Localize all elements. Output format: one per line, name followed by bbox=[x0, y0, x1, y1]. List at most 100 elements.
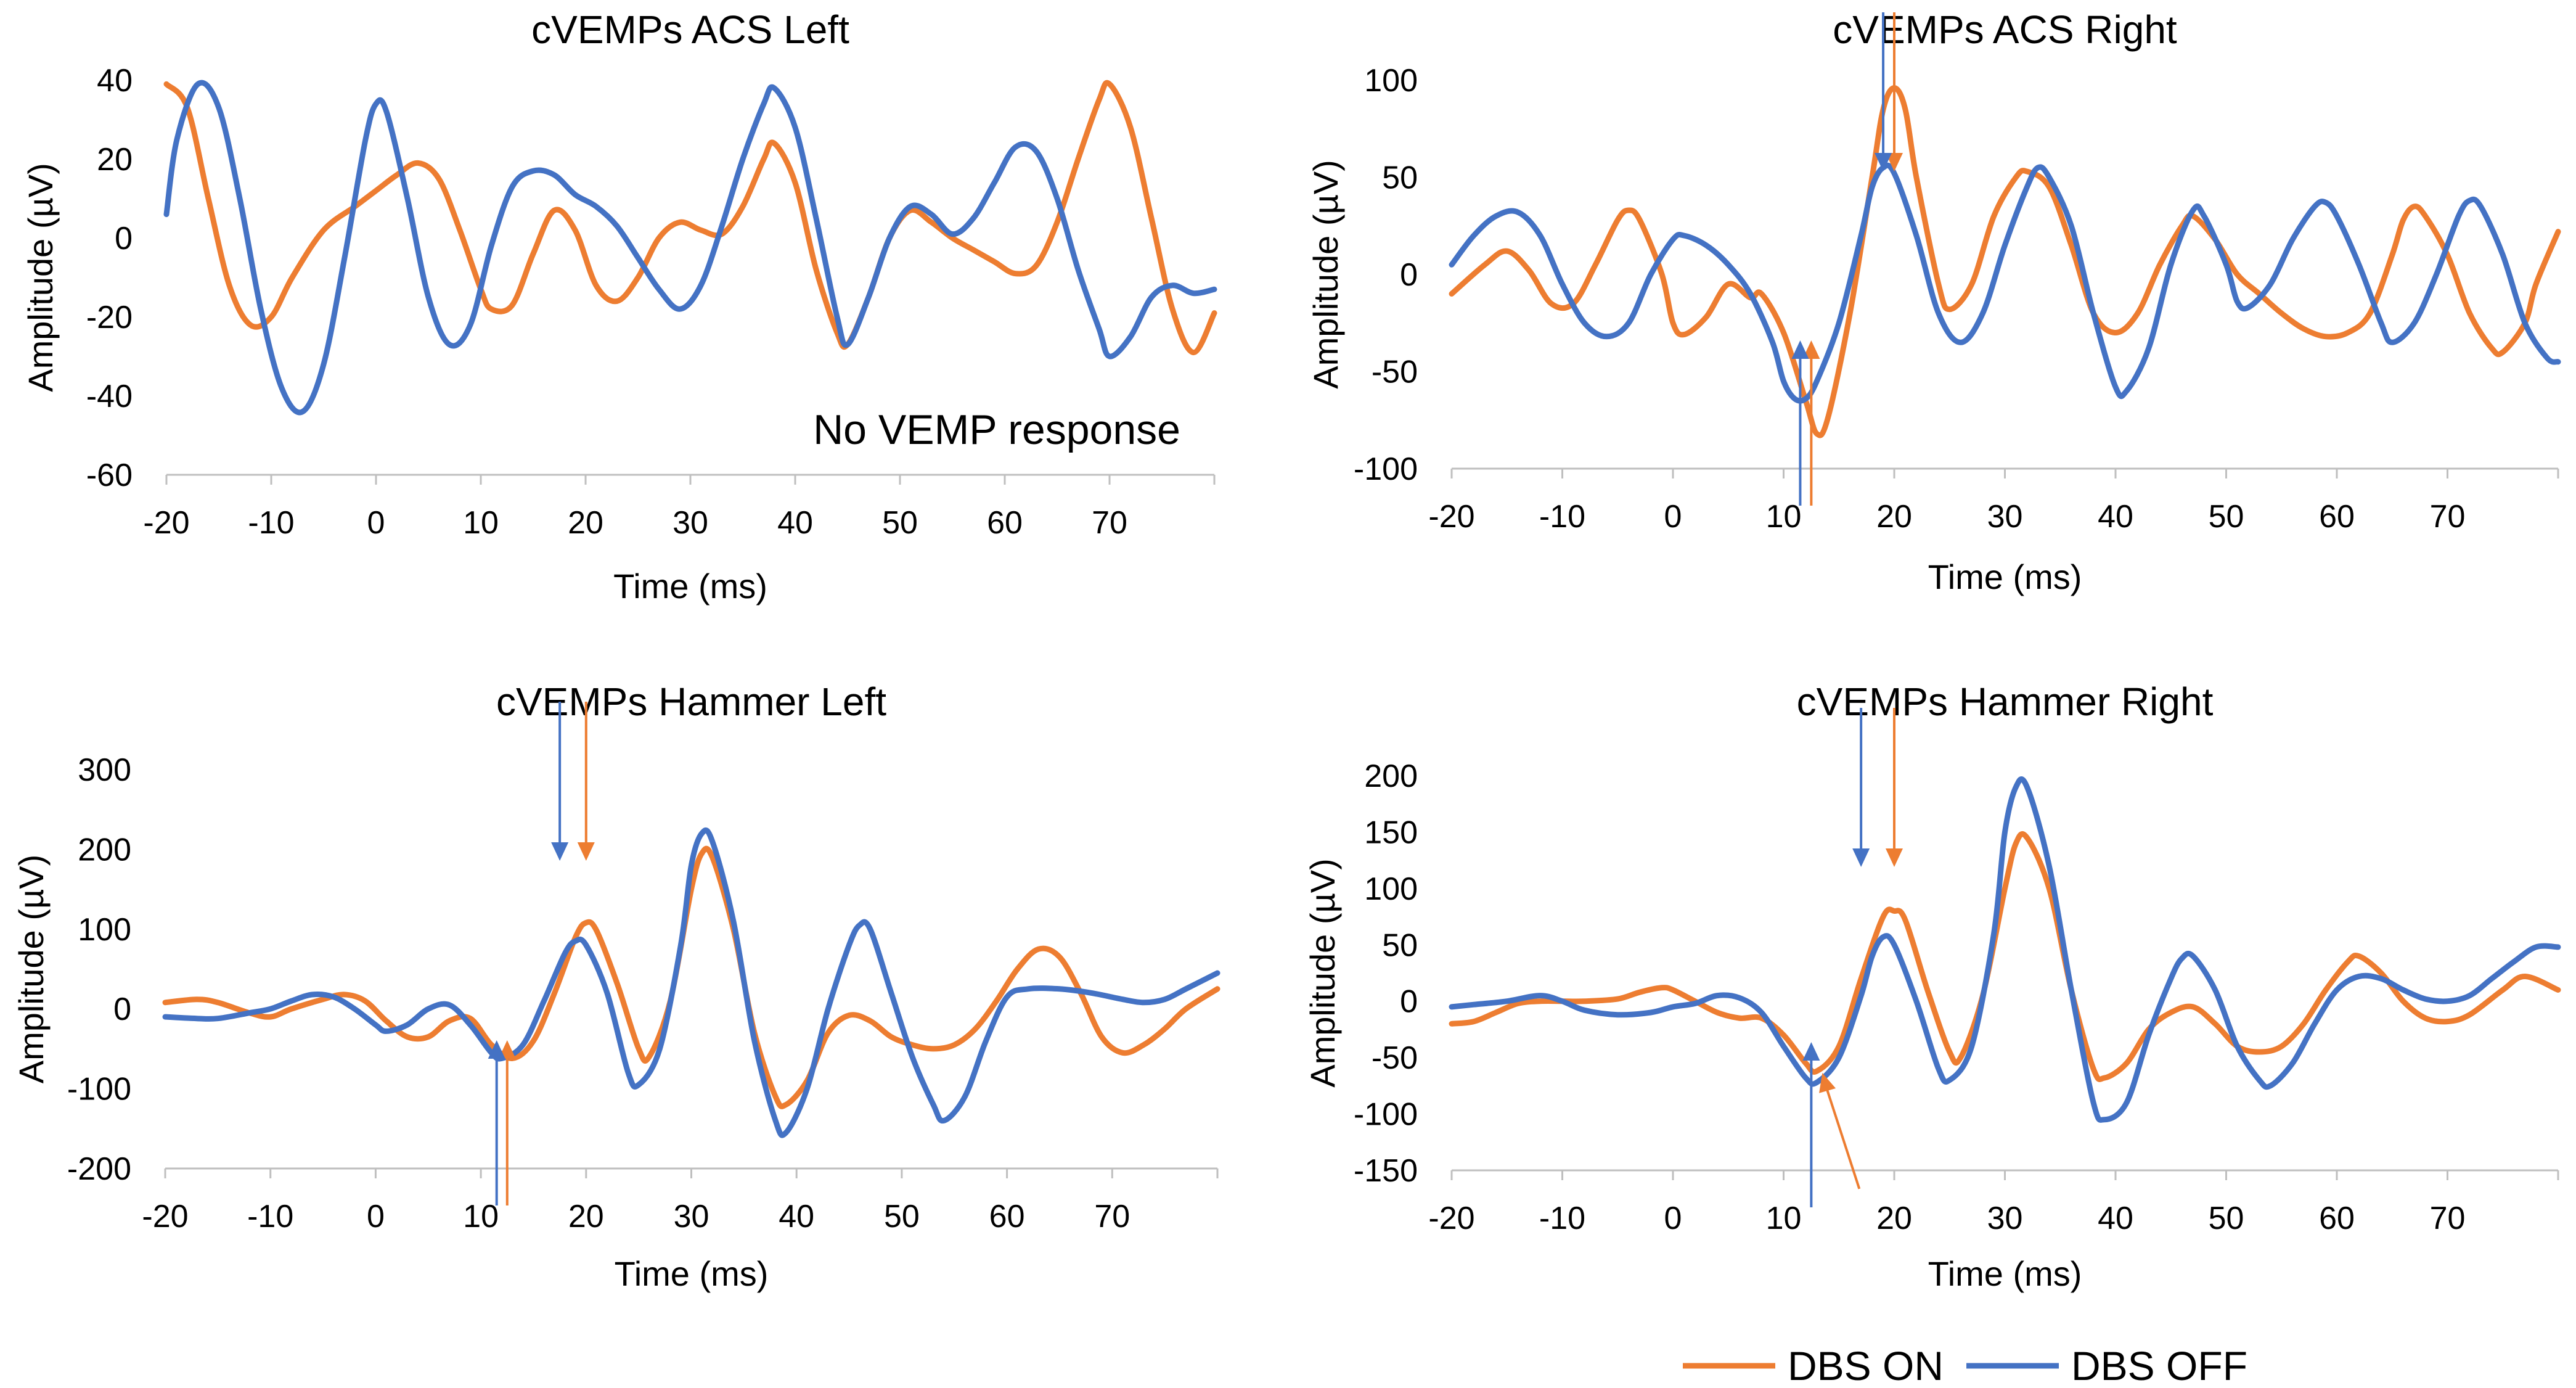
y-axis-label: Amplitude (µV) bbox=[12, 855, 51, 1084]
x-tick-label: 0 bbox=[1664, 1201, 1682, 1236]
series-line-dbs-on bbox=[1449, 85, 2561, 438]
x-tick-label: 60 bbox=[989, 1199, 1025, 1234]
peak-marker-arrow bbox=[498, 1040, 516, 1205]
y-tick-label: -50 bbox=[1372, 355, 1418, 390]
y-tick-label: 200 bbox=[78, 832, 131, 868]
legend-label-dbs-on: DBS ON bbox=[1788, 1343, 1944, 1388]
x-tick-label: 70 bbox=[1092, 505, 1127, 541]
y-axis-label: Amplitude (µV) bbox=[1303, 858, 1342, 1088]
x-tick-label: 20 bbox=[568, 505, 603, 541]
x-tick-label: 70 bbox=[1094, 1199, 1130, 1234]
chart-title: cVEMPs ACS Right bbox=[1833, 7, 2177, 52]
chart-panel-3: cVEMPs Hammer Left-20 -10 0 10 20 30 40 50 60 70-… bbox=[12, 680, 1221, 1293]
peak-marker-arrow bbox=[1819, 1073, 1861, 1189]
legend-label-dbs-off: DBS OFF bbox=[2071, 1343, 2247, 1388]
x-tick-label: 30 bbox=[673, 505, 708, 541]
y-tick-label: -200 bbox=[67, 1151, 131, 1187]
x-tick-label: -10 bbox=[1539, 1201, 1585, 1236]
y-tick-label: 100 bbox=[1364, 63, 1418, 99]
x-tick-label: 60 bbox=[2319, 1201, 2355, 1236]
x-tick-label: 60 bbox=[2319, 499, 2355, 535]
series-line-dbs-on bbox=[1449, 831, 2561, 1082]
y-tick-label: 0 bbox=[1400, 984, 1418, 1020]
chart-title: cVEMPs Hammer Left bbox=[496, 680, 886, 724]
peak-marker-arrow bbox=[551, 702, 569, 861]
y-tick-label: 0 bbox=[1400, 257, 1418, 293]
x-tick-label: 20 bbox=[1876, 1201, 1912, 1236]
peak-marker-arrow bbox=[577, 702, 595, 861]
arrow-head bbox=[1802, 340, 1820, 359]
y-tick-label: -150 bbox=[1354, 1153, 1418, 1189]
peak-marker-arrow bbox=[488, 1040, 505, 1205]
x-axis-label: Time (ms) bbox=[1928, 557, 2082, 596]
x-tick-label: -10 bbox=[247, 1199, 293, 1234]
y-tick-label: 150 bbox=[1364, 815, 1418, 850]
y-tick-label: -60 bbox=[86, 458, 133, 493]
series-line-dbs-off bbox=[1449, 162, 2561, 404]
x-tick-label: 0 bbox=[367, 505, 385, 541]
x-axis-label: Time (ms) bbox=[613, 567, 767, 606]
arrow-head bbox=[1886, 848, 1903, 867]
x-tick-label: 30 bbox=[1987, 1201, 2023, 1236]
peak-marker-arrow bbox=[1886, 708, 1903, 867]
x-tick-label: 20 bbox=[1876, 499, 1912, 535]
x-tick-label: 0 bbox=[1664, 499, 1682, 535]
arrow-head bbox=[1875, 153, 1892, 171]
y-tick-label: -20 bbox=[86, 300, 133, 335]
x-tick-label: 50 bbox=[2209, 1201, 2244, 1236]
x-tick-label: 70 bbox=[2430, 499, 2466, 535]
chart-title: cVEMPs ACS Left bbox=[531, 7, 849, 52]
arrow-shaft bbox=[1826, 1090, 1861, 1189]
x-tick-label: 20 bbox=[568, 1199, 604, 1234]
x-tick-label: 10 bbox=[1766, 1201, 1802, 1236]
x-tick-label: -10 bbox=[248, 505, 294, 541]
x-tick-label: 40 bbox=[777, 505, 813, 541]
peak-marker-arrow bbox=[1852, 708, 1870, 867]
y-tick-label: 300 bbox=[78, 752, 131, 788]
arrow-head bbox=[1819, 1073, 1836, 1093]
series-line-dbs-off bbox=[1449, 776, 2561, 1123]
y-tick-label: 20 bbox=[97, 142, 133, 178]
series-line-dbs-on bbox=[162, 845, 1221, 1109]
x-tick-label: 30 bbox=[674, 1199, 709, 1234]
y-tick-label: 0 bbox=[115, 221, 133, 257]
x-tick-label: -10 bbox=[1539, 499, 1585, 535]
y-tick-label: 40 bbox=[97, 63, 133, 99]
x-tick-label: 40 bbox=[2098, 1201, 2133, 1236]
arrow-head bbox=[551, 842, 569, 861]
x-tick-label: 50 bbox=[884, 1199, 920, 1234]
y-tick-label: -50 bbox=[1372, 1040, 1418, 1076]
y-tick-label: 100 bbox=[78, 912, 131, 948]
x-tick-label: -20 bbox=[143, 505, 189, 541]
x-tick-label: 10 bbox=[463, 1199, 499, 1234]
x-axis-label: Time (ms) bbox=[1928, 1254, 2082, 1293]
x-axis-label: Time (ms) bbox=[615, 1254, 769, 1293]
y-tick-label: 100 bbox=[1364, 871, 1418, 907]
peak-marker-arrow bbox=[1791, 340, 1809, 506]
y-tick-label: 200 bbox=[1364, 758, 1418, 794]
y-tick-label: 50 bbox=[1382, 927, 1418, 963]
x-tick-label: -20 bbox=[142, 1199, 188, 1234]
peak-marker-arrow bbox=[1875, 12, 1892, 171]
y-tick-label: -100 bbox=[67, 1072, 131, 1107]
arrow-head bbox=[577, 842, 595, 861]
x-tick-label: 50 bbox=[882, 505, 918, 541]
y-tick-label: -100 bbox=[1354, 451, 1418, 487]
y-axis-label: Amplitude (µV) bbox=[1306, 160, 1345, 389]
x-tick-label: -20 bbox=[1428, 1201, 1474, 1236]
series-line-dbs-off bbox=[163, 80, 1217, 416]
y-tick-label: -100 bbox=[1354, 1097, 1418, 1133]
peak-marker-arrow bbox=[1802, 340, 1820, 506]
peak-marker-arrow bbox=[1802, 1042, 1820, 1207]
x-tick-label: 10 bbox=[463, 505, 499, 541]
x-tick-label: 0 bbox=[367, 1199, 385, 1234]
y-tick-label: 50 bbox=[1382, 160, 1418, 196]
arrow-head bbox=[1791, 340, 1809, 359]
series-line-dbs-off bbox=[162, 827, 1221, 1138]
y-tick-label: 0 bbox=[113, 992, 131, 1027]
x-tick-label: 50 bbox=[2209, 499, 2244, 535]
y-tick-label: -40 bbox=[86, 379, 133, 414]
peak-marker-arrow bbox=[1886, 12, 1903, 171]
no-response-annotation: No VEMP response bbox=[813, 406, 1180, 453]
arrow-head bbox=[1852, 848, 1870, 867]
